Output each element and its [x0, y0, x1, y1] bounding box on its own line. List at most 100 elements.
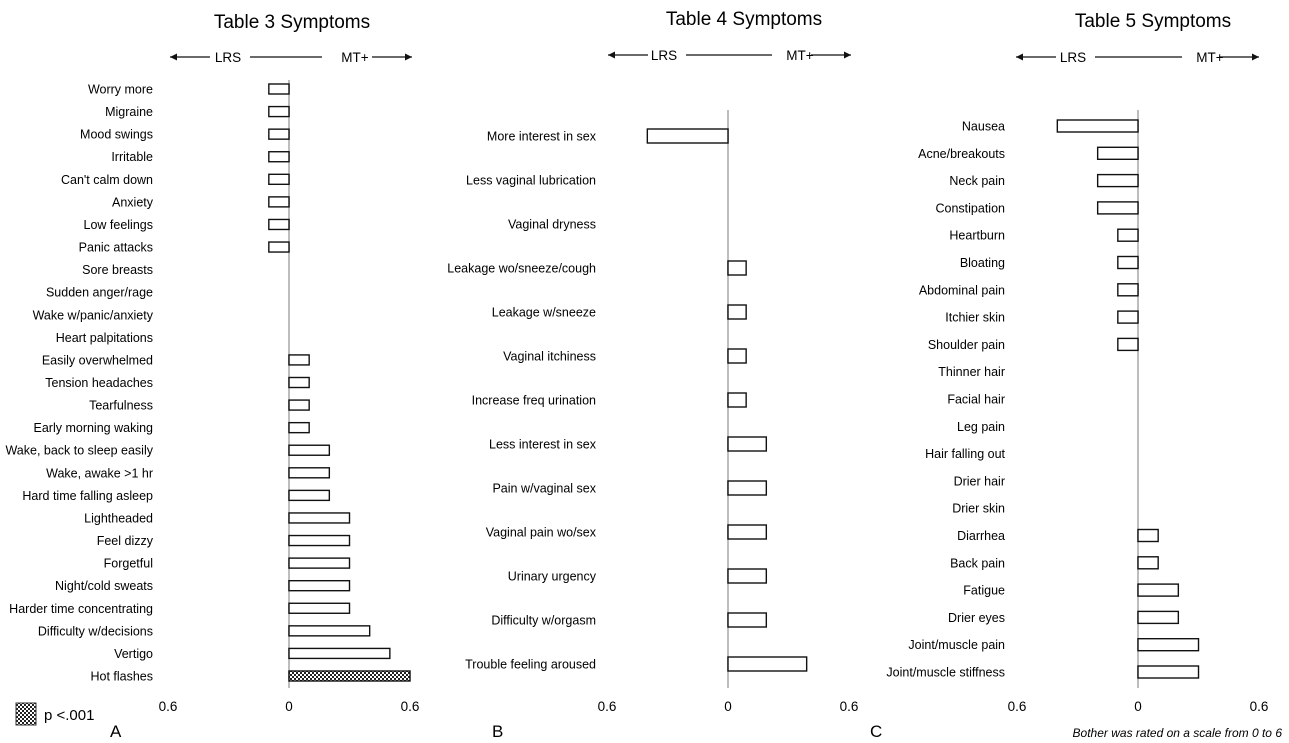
bar	[1137, 556, 1159, 570]
tick-label: 0.6	[598, 699, 617, 714]
category-label: Can't calm down	[61, 173, 153, 187]
category-label: Joint/muscle stiffness	[886, 666, 1005, 680]
bar	[727, 436, 768, 452]
category-label: Urinary urgency	[508, 570, 597, 584]
bar	[1137, 665, 1200, 679]
tick-label: 0.6	[1250, 699, 1269, 714]
bar	[1117, 310, 1139, 324]
chart-title: Table 3 Symptoms	[214, 12, 370, 33]
bar	[268, 151, 290, 163]
category-label: Drier eyes	[948, 611, 1005, 625]
legend-swatch	[15, 702, 37, 726]
bar	[727, 348, 747, 364]
category-label: Low feelings	[84, 218, 154, 232]
bar	[268, 218, 290, 231]
chart-1: Table 3 Symptoms LRS MT+ Worry more Migraine…	[5, 12, 419, 741]
category-label: Leakage w/sneeze	[492, 306, 596, 320]
category-label: Feel dizzy	[97, 534, 154, 548]
category-label: Hot flashes	[90, 670, 153, 684]
bar	[288, 399, 310, 411]
category-label: Vertigo	[114, 647, 153, 661]
category-label: Forgetful	[104, 557, 153, 571]
category-label: Heart palpitations	[56, 331, 153, 345]
category-label: Harder time concentrating	[9, 602, 153, 616]
panel-label: A	[110, 722, 122, 741]
category-label: Neck pain	[949, 174, 1005, 188]
bar	[1096, 146, 1139, 161]
chart-title: Table 5 Symptoms	[1075, 11, 1231, 32]
bar	[1117, 228, 1139, 242]
panel-label: B	[492, 722, 503, 741]
category-label: Anxiety	[112, 195, 154, 209]
category-label: Facial hair	[947, 393, 1005, 407]
category-label: Acne/breakouts	[918, 147, 1005, 161]
bar	[288, 421, 310, 434]
bar	[288, 557, 351, 569]
bar	[727, 260, 747, 276]
category-label: Lightheaded	[84, 511, 153, 525]
bar	[727, 612, 768, 628]
bar	[288, 534, 351, 547]
bar	[288, 489, 331, 502]
category-label: Wake w/panic/anxiety	[33, 308, 154, 322]
direction-left-label: LRS	[651, 48, 677, 63]
direction-left-label: LRS	[215, 50, 241, 65]
category-label: Mood swings	[80, 128, 153, 142]
category-label: Wake, back to sleep easily	[5, 444, 153, 458]
category-label: Vaginal itchiness	[503, 350, 596, 364]
left-arrow-head	[170, 53, 177, 61]
chart-2: Table 4 Symptoms LRS MT+ More interest in s…	[447, 9, 858, 741]
legend: p <.001	[15, 702, 94, 726]
category-label: Vaginal dryness	[508, 218, 596, 232]
bar	[1096, 201, 1139, 215]
category-label: Nausea	[962, 120, 1005, 134]
bar	[727, 304, 747, 320]
bar	[288, 467, 331, 479]
category-label: Difficulty w/decisions	[38, 624, 153, 638]
chart-3: Table 5 Symptoms LRS MT+ Nausea Acne/breakou…	[870, 11, 1268, 741]
bar	[1137, 583, 1180, 597]
right-arrow-head	[405, 53, 412, 61]
bar	[1137, 610, 1180, 625]
bar	[288, 512, 351, 524]
category-label: Easily overwhelmed	[42, 353, 153, 367]
tick-label: 0	[1134, 699, 1142, 714]
category-label: Sudden anger/rage	[46, 286, 153, 300]
bar	[268, 241, 290, 253]
category-label: Irritable	[111, 150, 153, 164]
bar	[1137, 638, 1200, 652]
category-label: Drier skin	[952, 502, 1005, 516]
category-label: Migraine	[105, 105, 153, 119]
chart-title: Table 4 Symptoms	[666, 9, 822, 30]
category-label: Shoulder pain	[928, 338, 1005, 352]
category-label: Fatigue	[963, 584, 1005, 598]
charts: Table 3 Symptoms LRS MT+ Worry more Migraine…	[5, 9, 1268, 741]
bar	[1096, 173, 1139, 188]
tick-label: 0.6	[159, 699, 178, 714]
category-label: Constipation	[936, 201, 1006, 215]
bar	[288, 670, 411, 682]
left-arrow-head	[1016, 53, 1023, 61]
category-label: Worry more	[88, 83, 153, 97]
bar	[268, 105, 290, 118]
category-label: Sore breasts	[82, 263, 153, 277]
category-label: Thinner hair	[938, 365, 1005, 379]
bar	[646, 128, 729, 144]
left-arrow-head	[608, 51, 615, 59]
bar	[727, 656, 808, 672]
category-label: Abdominal pain	[919, 283, 1005, 297]
legend-label: p <.001	[44, 707, 94, 724]
category-label: Tearfulness	[89, 399, 153, 413]
category-label: Back pain	[950, 556, 1005, 570]
category-label: Wake, awake >1 hr	[46, 466, 153, 480]
direction-left-label: LRS	[1060, 50, 1086, 65]
category-label: Hard time falling asleep	[22, 489, 153, 503]
category-label: Less interest in sex	[489, 438, 597, 452]
bar	[1117, 255, 1139, 270]
bar	[727, 524, 768, 540]
tick-label: 0.6	[1008, 699, 1027, 714]
category-label: Less vaginal lubrication	[466, 174, 596, 188]
bar	[288, 376, 310, 389]
category-label: Pain w/vaginal sex	[492, 482, 596, 496]
bar	[1117, 283, 1139, 297]
